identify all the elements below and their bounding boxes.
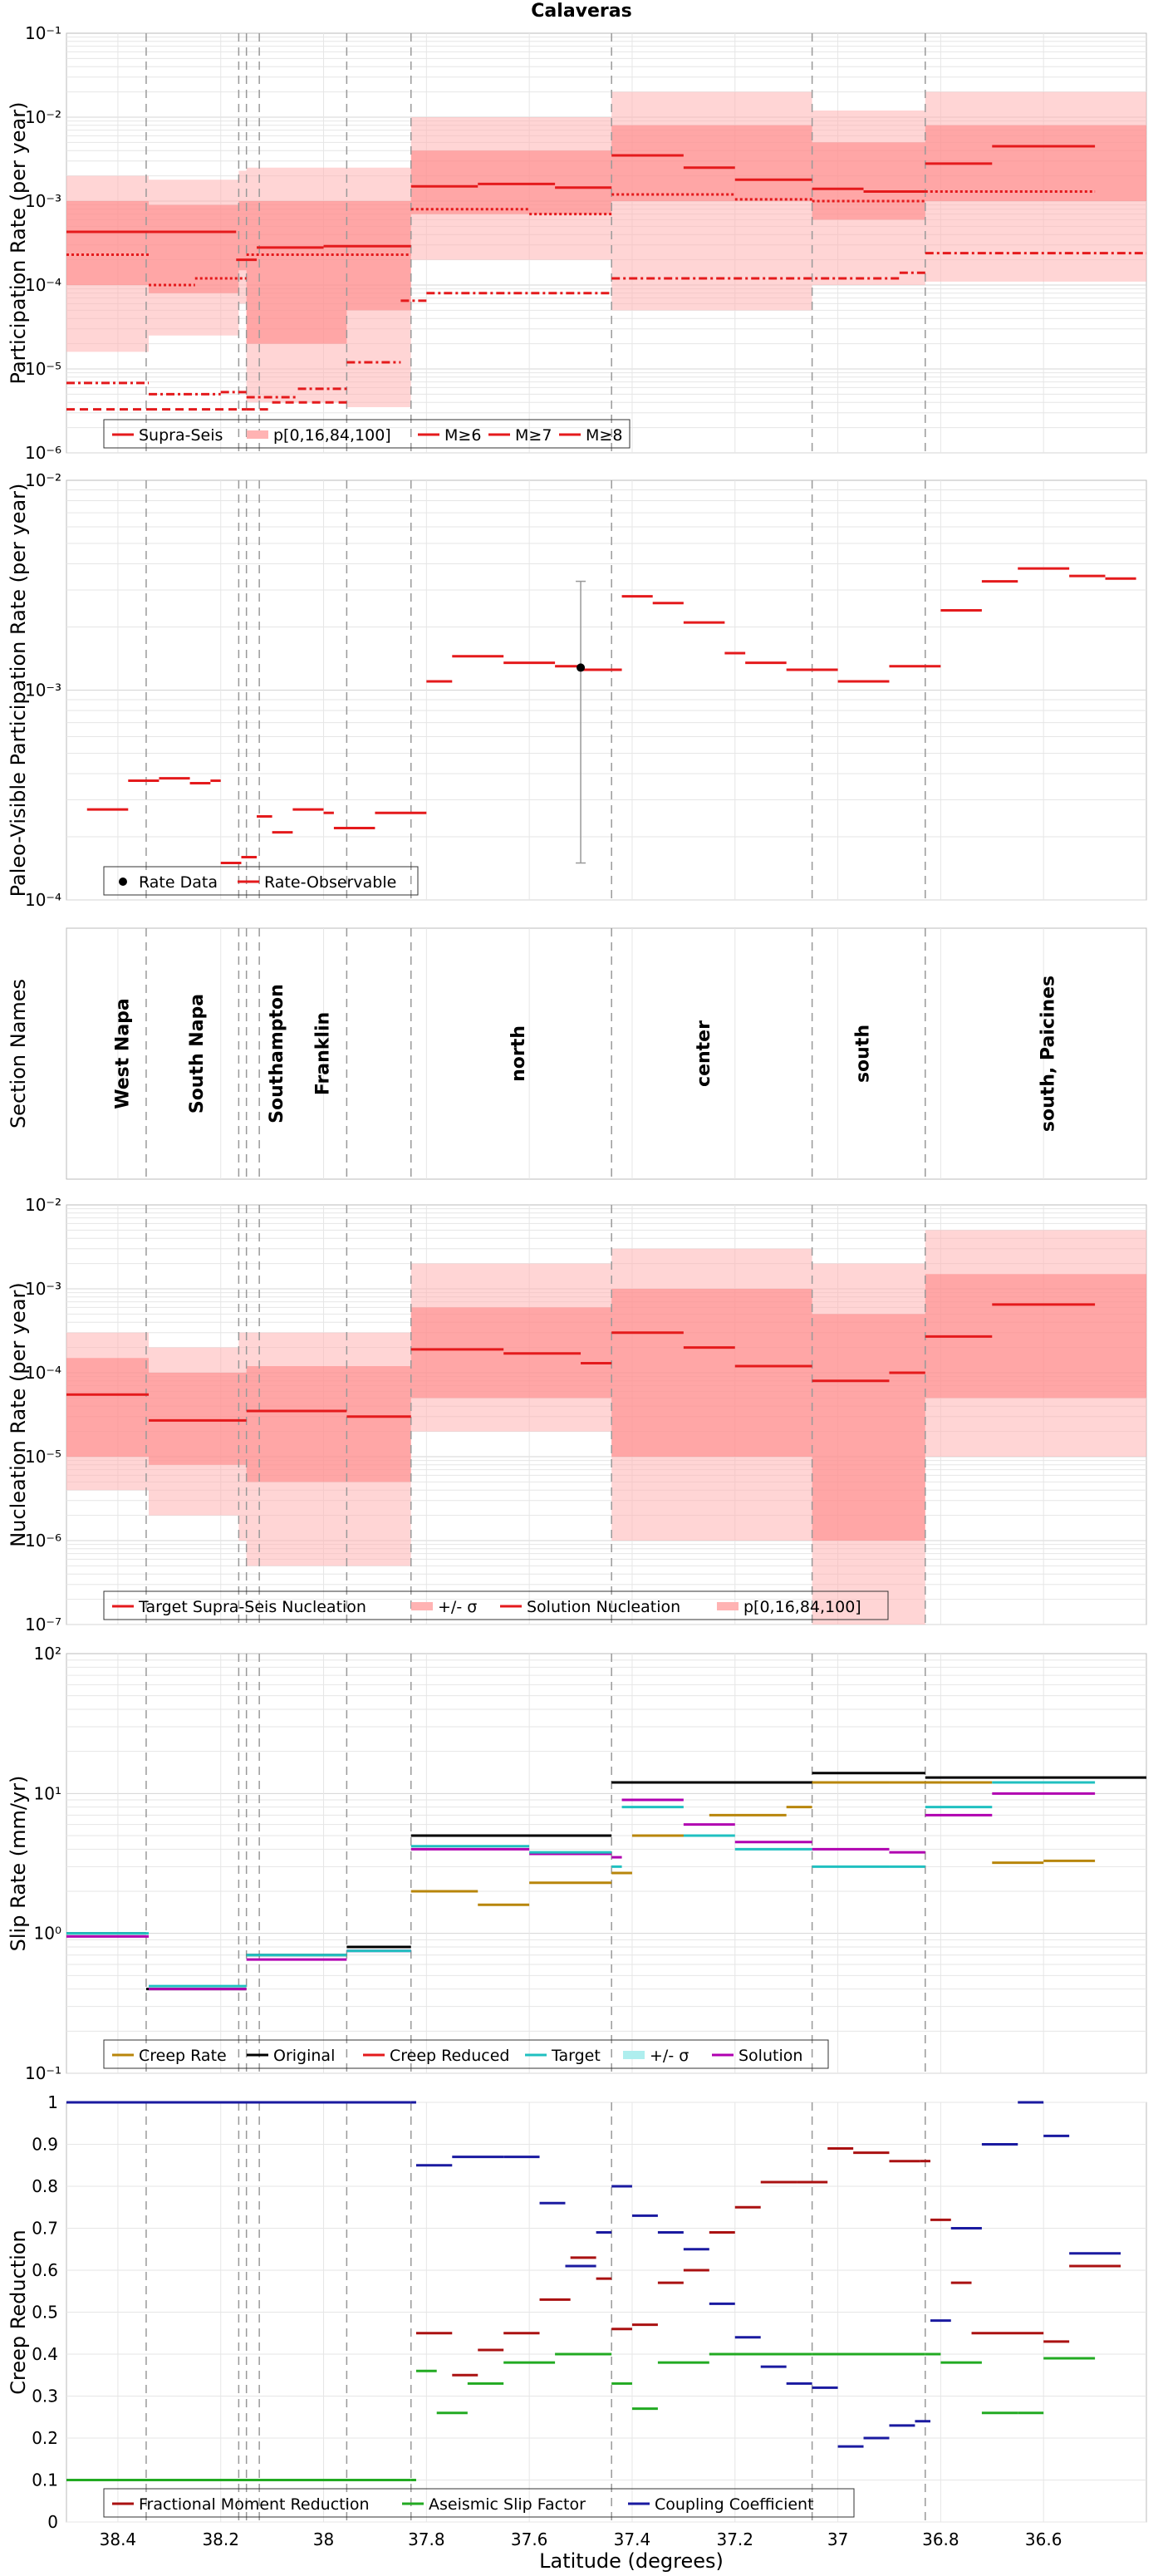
panel-4: 10⁻¹ 10⁰ 10¹ 10² Slip Rate (mm/yr) Creep Rate…: [7, 1644, 1147, 2083]
figure-title: Calaveras: [531, 1, 631, 22]
y-tick-label: 10⁻¹: [25, 2063, 61, 2083]
y-tick-label: 10⁻⁶: [25, 1531, 61, 1551]
legend-box: [103, 419, 631, 449]
y-tick-label: 10⁻⁵: [25, 1447, 61, 1467]
section-name: south, Paicines: [1038, 976, 1059, 1132]
legend-label: Creep Reduced: [390, 2047, 509, 2065]
x-tick-label: 37.2: [716, 2529, 753, 2549]
x-tick-label: 37.4: [614, 2529, 651, 2549]
x-tick-label: 37: [827, 2529, 848, 2549]
x-tick-label: 36.8: [922, 2529, 959, 2549]
legend: Supra-Seis p[0,16,84,100] M≥6 M≥7 M≥8: [103, 419, 631, 449]
legend: Creep Rate Original Creep Reduced Target +/-…: [103, 2039, 829, 2069]
legend-label: Rate-Observable: [264, 873, 396, 892]
y-tick-label: 10⁻⁷: [25, 1615, 61, 1635]
legend-box: [103, 2488, 855, 2518]
y-tick-label: 10²: [34, 1644, 61, 1664]
y-tick-label: 10⁻⁴: [25, 890, 61, 910]
y-tick-label: 10⁰: [34, 1924, 61, 1944]
x-tick-label: 36.6: [1025, 2529, 1062, 2549]
legend: Rate Data Rate-Observable: [103, 866, 419, 896]
y-tick-label: 0.3: [32, 2387, 58, 2406]
section-name: center: [694, 1020, 714, 1087]
y-tick-label: 1: [47, 2092, 58, 2112]
y-tick-label: 10⁻⁶: [25, 443, 61, 463]
section-name: north: [508, 1025, 529, 1082]
legend-label: Target Supra-Seis Nucleation: [138, 1598, 366, 1616]
legend-label: Coupling Coefficient: [655, 2495, 814, 2514]
band-inner: [66, 125, 1146, 344]
legend-label: p[0,16,84,100]: [273, 426, 391, 445]
section-name: West Napa: [112, 998, 133, 1109]
y-tick-label: 10⁻⁴: [25, 1363, 61, 1383]
panel-0: 10⁻⁶ 10⁻⁵ 10⁻⁴ 10⁻³ 10⁻² 10⁻¹ Participation Ra…: [7, 23, 1147, 463]
y-tick-label: 0.2: [32, 2428, 58, 2448]
legend-label: Aseismic Slip Factor: [429, 2495, 586, 2514]
legend-label: Solution Nucleation: [527, 1598, 680, 1616]
legend-label: Target: [551, 2047, 601, 2065]
band-inner: [66, 1274, 1146, 1541]
x-axis-label: Latitude (degrees): [539, 2549, 724, 2573]
y-tick-label: 0.1: [32, 2470, 58, 2490]
legend-label: M≥8: [586, 426, 622, 445]
x-tick-label: 38: [313, 2529, 334, 2549]
y-axis-label: Slip Rate (mm/yr): [7, 1776, 30, 1952]
y-tick-label: 10⁻²: [25, 107, 61, 127]
legend-box: [103, 1590, 889, 1620]
plot-area: [66, 1653, 1147, 2074]
plot-area: [66, 927, 1147, 1180]
legend: Target Supra-Seis Nucleation +/- σ Solutio…: [103, 1590, 889, 1620]
legend-label: Rate Data: [139, 873, 218, 892]
legend: Fractional Moment Reduction Aseismic Slip…: [103, 2488, 855, 2518]
panel-2: West Napa South Napa Southampton Franklin no…: [7, 927, 1147, 1180]
x-tick-label: 38.2: [202, 2529, 239, 2549]
section-name: south: [853, 1025, 874, 1083]
legend-label: Fractional Moment Reduction: [139, 2495, 370, 2514]
panel-5: 0 0.1 0.2 0.3 0.4 0.5 0.6 0.7 0.8 0.9 1 Creep Reduc…: [7, 2092, 1147, 2549]
y-tick-label: 10⁻⁵: [25, 359, 61, 379]
x-tick-label: 37.6: [511, 2529, 548, 2549]
legend-label: Solution: [739, 2047, 802, 2065]
legend-label: M≥6: [444, 426, 481, 445]
legend-label: Original: [273, 2047, 335, 2065]
y-tick-label: 0.7: [32, 2219, 58, 2239]
rate-data-point: [577, 663, 586, 672]
y-tick-label: 0: [47, 2512, 58, 2532]
legend-label: Creep Rate: [139, 2047, 227, 2065]
y-tick-label: 0.6: [32, 2260, 58, 2280]
section-name: South Napa: [187, 994, 208, 1113]
legend-label: M≥7: [515, 426, 552, 445]
legend-marker: [119, 878, 127, 886]
legend-box: [103, 866, 419, 896]
y-tick-label: 0.8: [32, 2176, 58, 2196]
y-tick-label: 10⁻³: [25, 681, 61, 701]
y-tick-label: 10⁻²: [25, 470, 61, 490]
y-tick-label: 0.9: [32, 2135, 58, 2155]
x-tick-label: 37.8: [408, 2529, 445, 2549]
x-tick-label: 38.4: [100, 2529, 137, 2549]
y-tick-label: 0.5: [32, 2303, 58, 2323]
y-axis-label: Paleo-Visible Participation Rate (per ye…: [7, 484, 30, 897]
y-tick-label: 10⁻²: [25, 1195, 61, 1215]
legend-label: p[0,16,84,100]: [743, 1598, 861, 1616]
legend-label: +/- σ: [438, 1598, 477, 1616]
y-tick-label: 10¹: [34, 1783, 61, 1803]
section-name: Franklin: [313, 1012, 334, 1095]
y-tick-label: 0.4: [32, 2344, 58, 2364]
y-axis-label: Creep Reduction: [7, 2229, 30, 2394]
y-axis-label: Participation Rate (per year): [7, 102, 30, 385]
section-name: Southampton: [267, 984, 287, 1123]
y-axis-label: Nucleation Rate (per year): [7, 1282, 30, 1547]
y-tick-label: 10⁻⁴: [25, 275, 61, 295]
legend-label: Supra-Seis: [139, 426, 223, 445]
y-tick-label: 10⁻³: [25, 1279, 61, 1299]
panel-3: 10⁻⁷ 10⁻⁶ 10⁻⁵ 10⁻⁴ 10⁻³ 10⁻² Nucleation Rate …: [7, 1195, 1147, 1635]
y-axis-label: Section Names: [7, 979, 30, 1128]
legend-box: [103, 2039, 829, 2069]
y-tick-label: 10⁻¹: [25, 23, 61, 43]
y-tick-label: 10⁻³: [25, 191, 61, 211]
legend-label: +/- σ: [650, 2047, 689, 2065]
